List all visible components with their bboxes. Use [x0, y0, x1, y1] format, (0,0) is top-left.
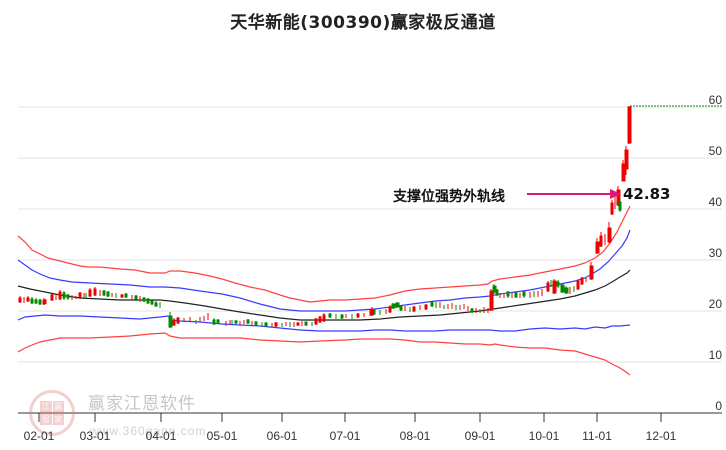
x-axis — [18, 412, 722, 422]
lower-outer-band — [17, 332, 631, 376]
x-tick-09-01: 09-01 — [464, 429, 496, 443]
middle-line — [17, 269, 631, 321]
x-tick-04-01: 04-01 — [145, 429, 177, 443]
logo-char: 赢 — [52, 401, 64, 413]
upper-outer-band — [17, 205, 631, 303]
x-tick-08-01: 08-01 — [399, 429, 431, 443]
logo-char: 恩 — [40, 413, 52, 425]
y-tick-10: 10 — [708, 348, 722, 362]
y-tick-0: 0 — [715, 399, 722, 413]
watermark-logo-icon: 江 赢 恩 家 — [29, 390, 75, 436]
annotation-value: 42.83 — [623, 185, 671, 203]
x-tick-07-01: 07-01 — [329, 429, 361, 443]
y-tick-30: 30 — [708, 246, 722, 260]
x-tick-12-01: 12-01 — [645, 429, 677, 443]
logo-char: 家 — [52, 413, 64, 425]
x-tick-10-01: 10-01 — [528, 429, 560, 443]
x-tick-11-01: 11-01 — [582, 429, 612, 443]
candlesticks — [18, 106, 632, 328]
annotation-label: 支撑位强势外轨线 — [393, 189, 505, 205]
watermark-name: 赢家江恩软件 — [88, 394, 196, 414]
upper-inner-band — [17, 229, 631, 312]
y-tick-20: 20 — [708, 297, 722, 311]
gridlines — [18, 106, 722, 363]
y-tick-50: 50 — [708, 144, 722, 158]
x-tick-03-01: 03-01 — [79, 429, 111, 443]
x-tick-05-01: 05-01 — [206, 429, 238, 443]
y-tick-60: 60 — [708, 93, 722, 107]
y-tick-40: 40 — [708, 195, 722, 209]
x-tick-02-01: 02-01 — [23, 429, 55, 443]
chart-title: 天华新能(300390)赢家极反通道 — [230, 13, 496, 33]
x-tick-06-01: 06-01 — [266, 429, 298, 443]
watermark-url: www.360gann.com — [90, 424, 207, 438]
lower-inner-band — [17, 314, 631, 332]
annotation-arrow-head — [610, 189, 621, 199]
logo-char: 江 — [40, 401, 52, 413]
